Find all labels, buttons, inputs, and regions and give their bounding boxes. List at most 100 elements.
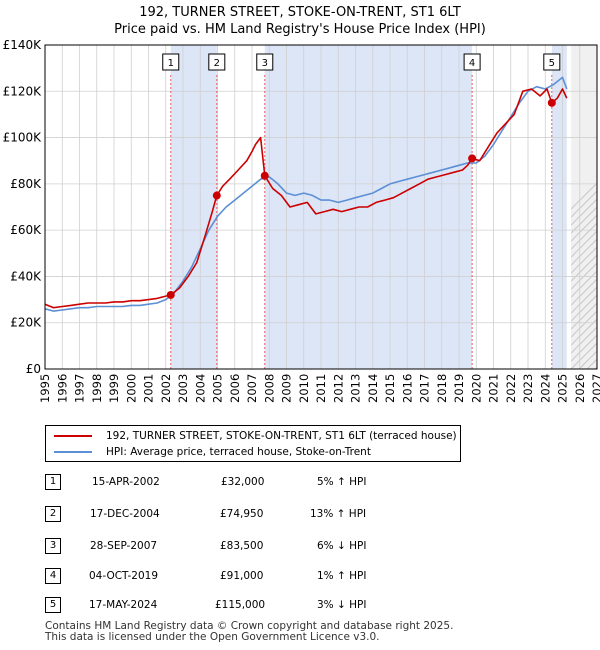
x-tick-label: 2000 <box>124 374 138 403</box>
x-tick-label: 2010 <box>297 374 311 403</box>
x-tick-label: 2021 <box>487 374 501 403</box>
sale-row: 1 15-APR-2002 £32,000 5% ↑ HPI <box>45 474 385 492</box>
sale-row: 4 04-OCT-2019 £91,000 1% ↑ HPI <box>45 568 385 586</box>
x-tick-label: 2024 <box>538 374 552 403</box>
sale-date: 17-DEC-2004 <box>90 508 160 520</box>
chart-axes: £0 £20K £40K £60K £80K £100K £120K £140K 1995 199… <box>3 38 600 403</box>
projection-hatch <box>571 182 597 210</box>
y-tick-label: £140K <box>3 38 43 52</box>
x-tick-label: 2016 <box>400 374 414 403</box>
projection-hatch <box>571 294 597 322</box>
shaded-range <box>551 45 567 369</box>
title-line-2: Price paid vs. HM Land Registry's House … <box>114 22 486 37</box>
sale-marker-lines <box>170 75 553 369</box>
x-tick-label: 1999 <box>107 374 121 403</box>
x-tick-label: 2004 <box>193 374 207 403</box>
legend-label-hpi: HPI: Average price, terraced house, Stok… <box>106 446 371 458</box>
sale-point <box>468 154 477 163</box>
legend-swatch-hpi <box>54 451 92 453</box>
sale-point <box>547 98 556 107</box>
legend-item-hpi: HPI: Average price, terraced house, Stok… <box>54 445 371 459</box>
sale-number-badge: 1 <box>45 474 61 490</box>
footer-line-2: This data is licensed under the Open Gov… <box>45 631 380 643</box>
legend-item-price: 192, TURNER STREET, STOKE-ON-TRENT, ST1 … <box>54 429 457 443</box>
sale-marker-box <box>162 53 180 71</box>
x-tick-label: 2019 <box>452 374 466 403</box>
x-tick-label: 2017 <box>418 374 432 403</box>
y-tick-label: £60K <box>10 223 42 237</box>
sale-date: 04-OCT-2019 <box>89 570 158 582</box>
projection-hatch <box>571 190 597 218</box>
price-paid-line <box>44 88 568 309</box>
y-tick-label: £20K <box>10 316 42 330</box>
y-tick-label: £120K <box>3 84 43 98</box>
x-tick-label: 2022 <box>504 374 518 403</box>
x-tick-label: 2026 <box>573 374 587 403</box>
sale-row: 2 17-DEC-2004 £74,950 13% ↑ HPI <box>45 506 385 524</box>
sale-hpi-change: 3% ↓ HPI <box>317 599 367 611</box>
sale-marker-box <box>256 53 274 71</box>
sale-marker-labels: 1 2 3 4 5 <box>162 53 561 71</box>
x-tick-label: 2003 <box>176 374 190 403</box>
x-tick-label: 2023 <box>521 374 535 403</box>
sale-point <box>166 290 175 299</box>
projection-background <box>571 45 597 369</box>
sale-price: £83,500 <box>220 540 264 552</box>
y-tick-label: £40K <box>10 269 42 283</box>
sale-marker-box <box>208 53 226 71</box>
x-tick-label: 2011 <box>314 374 328 403</box>
sale-hpi-change: 1% ↑ HPI <box>317 570 367 582</box>
sale-price: £91,000 <box>220 570 264 582</box>
sale-price: £115,000 <box>215 599 266 611</box>
x-tick-label: 2018 <box>435 374 449 403</box>
x-tick-label: 2014 <box>366 374 380 403</box>
x-tick-label: 1995 <box>38 374 52 403</box>
sale-hpi-change: 5% ↑ HPI <box>317 476 367 488</box>
chart-title: 192, TURNER STREET, STOKE-ON-TRENT, ST1 … <box>0 4 600 38</box>
projection-hatch <box>571 310 597 338</box>
x-tick-label: 2007 <box>245 374 259 403</box>
legend-swatch-price <box>54 435 92 437</box>
sale-points <box>166 98 556 299</box>
title-line-1: 192, TURNER STREET, STOKE-ON-TRENT, ST1 … <box>139 5 461 20</box>
chart-grid <box>44 44 598 370</box>
sale-date: 15-APR-2002 <box>92 476 160 488</box>
sale-marker-box <box>463 53 481 71</box>
footer-line-1: Contains HM Land Registry data © Crown c… <box>45 620 454 632</box>
x-tick-label: 2013 <box>349 374 363 403</box>
x-tick-label: 2027 <box>590 374 600 403</box>
sale-hpi-change: 13% ↑ HPI <box>310 508 367 520</box>
chart-series <box>44 76 568 312</box>
x-tick-label: 2009 <box>280 374 294 403</box>
sale-price: £74,950 <box>220 508 264 520</box>
x-tick-label: 2015 <box>383 374 397 403</box>
x-tick-label: 1997 <box>73 374 87 403</box>
sale-row: 5 17-MAY-2024 £115,000 3% ↓ HPI <box>45 597 385 615</box>
sale-number-badge: 5 <box>45 597 61 613</box>
sale-number-badge: 4 <box>45 568 61 584</box>
x-tick-label: 2025 <box>556 374 570 403</box>
plot-frame <box>44 44 598 370</box>
sale-date: 28-SEP-2007 <box>90 540 158 552</box>
x-tick-label: 2001 <box>142 374 156 403</box>
x-tick-label: 2002 <box>159 374 173 403</box>
sale-point <box>212 191 221 200</box>
y-tick-label: £100K <box>3 131 43 145</box>
y-tick-label: £0 <box>26 362 41 376</box>
sale-date: 17-MAY-2024 <box>89 599 158 611</box>
x-tick-label: 1998 <box>90 374 104 403</box>
x-tick-label: 2008 <box>262 374 276 403</box>
sale-marker-number: 5 <box>549 58 555 69</box>
shaded-range <box>170 45 217 369</box>
y-tick-label: £80K <box>10 177 42 191</box>
hpi-line <box>44 76 568 312</box>
sale-number-badge: 2 <box>45 506 61 522</box>
legend-label-price: 192, TURNER STREET, STOKE-ON-TRENT, ST1 … <box>106 430 457 442</box>
sale-price: £32,000 <box>221 476 265 488</box>
attribution-footer: Contains HM Land Registry data © Crown c… <box>45 621 453 643</box>
sale-hpi-change: 6% ↓ HPI <box>317 540 367 552</box>
sale-marker-number: 4 <box>469 58 475 69</box>
sale-marker-box <box>543 53 561 71</box>
x-tick-label: 2006 <box>228 374 242 403</box>
